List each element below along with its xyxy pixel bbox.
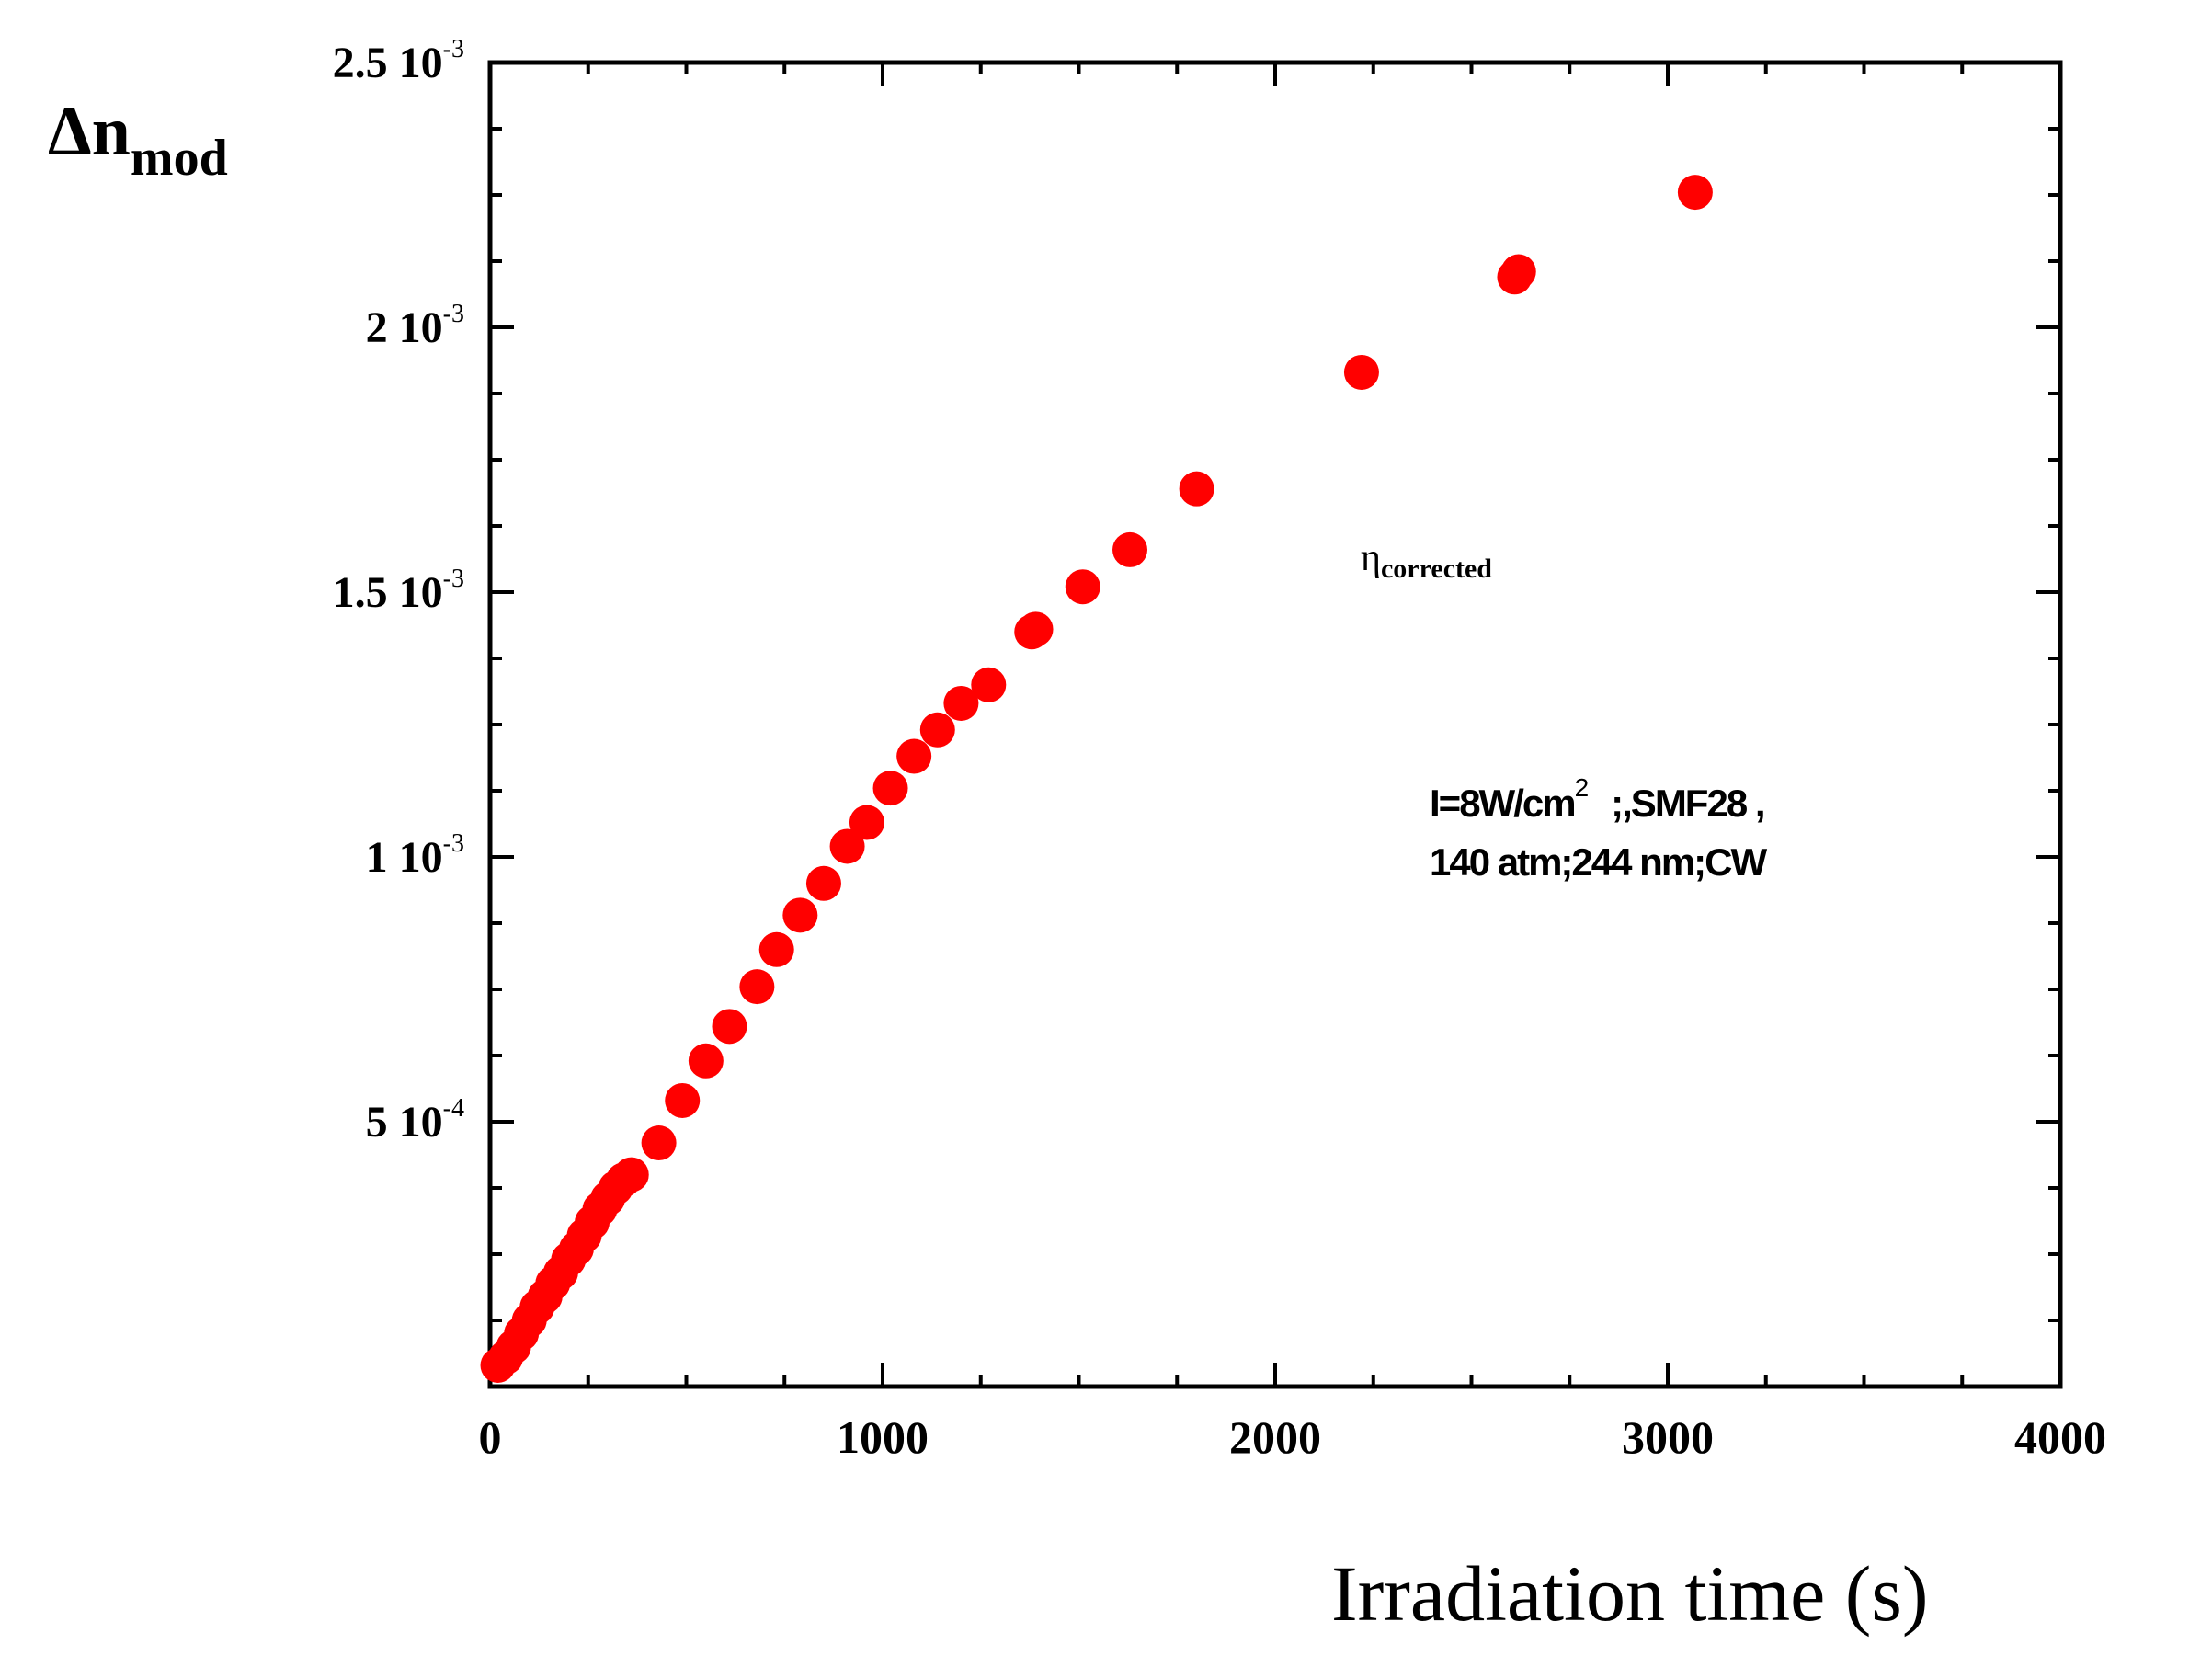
y-tick-label: 5 10-4 [366, 1094, 464, 1147]
conditions-fiber: ;,SMF28 , [1611, 782, 1763, 825]
data-point [712, 1009, 747, 1045]
data-point [1065, 569, 1100, 605]
y-tick-mantissa: 2 10 [366, 303, 443, 352]
x-tick-labels: 0 1000 2000 3000 4000 [479, 1411, 2107, 1463]
data-point [971, 667, 1007, 702]
data-point [641, 1125, 677, 1161]
data-point [849, 805, 884, 840]
y-tick-mantissa: 1 10 [366, 833, 443, 882]
y-tick-mantissa: 1.5 10 [333, 568, 443, 617]
x-tick-label: 1000 [837, 1411, 929, 1463]
y-tick-exponent: -3 [443, 35, 464, 63]
y-tick-exponent: -4 [443, 1094, 464, 1123]
data-point [782, 897, 818, 933]
y-tick-exponent: -3 [443, 829, 464, 858]
x-axis-label: Irradiation time (s) [1331, 1549, 1929, 1638]
plot-frame [487, 60, 2063, 1389]
x-tick-label: 4000 [2014, 1411, 2106, 1463]
data-point [1018, 611, 1054, 647]
y-tick-label: 1.5 10-3 [333, 565, 464, 617]
y-axis-label-sub: mod [131, 130, 228, 187]
data-point [896, 738, 932, 774]
data-point [1112, 531, 1148, 567]
data-point [739, 969, 775, 1005]
data-point [943, 685, 979, 721]
y-tick-mantissa: 2.5 10 [333, 39, 443, 87]
data-point [872, 771, 908, 806]
tick-marks [490, 63, 2060, 1387]
conditions-intensity: I=8W/cm [1430, 782, 1575, 825]
conditions-intensity-exponent: 2 [1575, 773, 1589, 802]
conditions-line-2: 140 atm;244 nm;CW [1430, 840, 1767, 884]
y-tick-label: 2 10-3 [366, 300, 464, 352]
eta-symbol: η [1361, 537, 1381, 579]
data-point [829, 828, 865, 864]
data-point [805, 865, 841, 901]
y-tick-labels: 5 10-41 10-31.5 10-32 10-32.5 10-3 [333, 35, 464, 1147]
y-axis-label-main: Δn [48, 93, 131, 170]
data-point [919, 712, 955, 748]
y-tick-exponent: -3 [443, 300, 464, 328]
data-point [1677, 175, 1713, 211]
eta-corrected-label: ηcorrected [1361, 537, 1492, 584]
y-axis-label: Δnmod [48, 93, 228, 187]
data-point [1179, 471, 1214, 507]
data-points [480, 175, 1713, 1383]
data-point [665, 1082, 701, 1118]
x-tick-label: 3000 [1622, 1411, 1714, 1463]
x-tick-label: 2000 [1229, 1411, 1321, 1463]
data-point [758, 931, 794, 967]
eta-subscript: corrected [1381, 554, 1492, 584]
data-point [1343, 354, 1379, 390]
y-tick-exponent: -3 [443, 565, 464, 593]
y-tick-label: 2.5 10-3 [333, 35, 464, 87]
y-tick-mantissa: 5 10 [366, 1098, 443, 1147]
data-point [688, 1043, 724, 1079]
y-tick-label: 1 10-3 [366, 829, 464, 882]
conditions-line-1: I=8W/cm2 ;,SMF28 , [1430, 773, 1764, 825]
data-point [613, 1157, 649, 1193]
x-tick-label: 0 [479, 1411, 502, 1463]
data-point [1500, 254, 1536, 290]
